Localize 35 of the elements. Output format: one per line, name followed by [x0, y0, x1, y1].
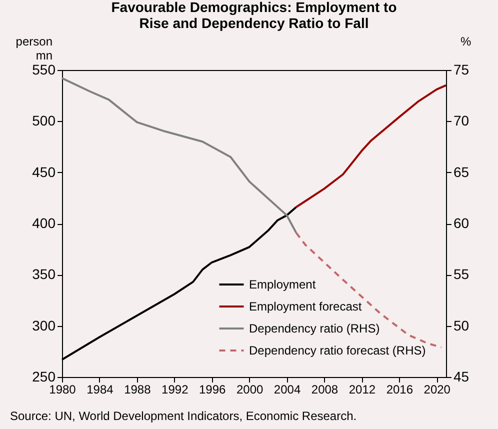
- x-tick-label: 2004: [274, 382, 301, 396]
- y2-tick-label: 55: [454, 266, 470, 282]
- y-tick-label: 350: [32, 266, 56, 282]
- y-tick-label: 250: [32, 368, 56, 384]
- x-tick-label: 2020: [424, 382, 451, 396]
- y2-tick-label: 60: [454, 215, 470, 231]
- x-tick-label: 2016: [386, 382, 414, 396]
- x-tick-label: 1996: [199, 382, 226, 396]
- y2-tick-label: 70: [454, 112, 470, 129]
- x-tick-label: 1992: [162, 382, 189, 396]
- legend-label: Employment: [249, 278, 316, 292]
- y2-tick-label: 50: [454, 317, 470, 334]
- x-tick-label: 2008: [311, 382, 338, 396]
- chart-title: Favourable Demographics: Employment to Rise and Dependency Ratio to Fall: [111, 0, 397, 31]
- x-tick-label: 1984: [86, 382, 114, 396]
- y-tick-label: 500: [32, 112, 56, 129]
- x-tick-label: 2012: [348, 382, 376, 396]
- y-tick-label: 300: [32, 317, 56, 334]
- y-tick-label: 550: [32, 62, 56, 78]
- y2-tick-label: 75: [454, 62, 470, 78]
- y2-tick-label: 45: [454, 368, 470, 384]
- line-series: [295, 84, 447, 208]
- legend-label: Dependency ratio forecast (RHS): [249, 344, 426, 358]
- x-tick-label: 1988: [124, 382, 152, 396]
- x-tick-label: 1980: [49, 382, 76, 396]
- legend-label: Dependency ratio (RHS): [249, 322, 380, 336]
- y-tick-label: 450: [32, 164, 56, 180]
- source-note: Source: UN, World Development Indicators, Economic Research.: [10, 409, 357, 423]
- y-tick-label: 400: [32, 215, 56, 231]
- y-axis-title: person mn: [16, 34, 52, 62]
- y2-tick-label: 65: [454, 164, 470, 180]
- line-series: [61, 77, 298, 234]
- x-tick-label: 2000: [236, 382, 264, 396]
- legend-label: Employment forecast: [249, 300, 362, 314]
- y2-axis-title: %: [460, 34, 472, 48]
